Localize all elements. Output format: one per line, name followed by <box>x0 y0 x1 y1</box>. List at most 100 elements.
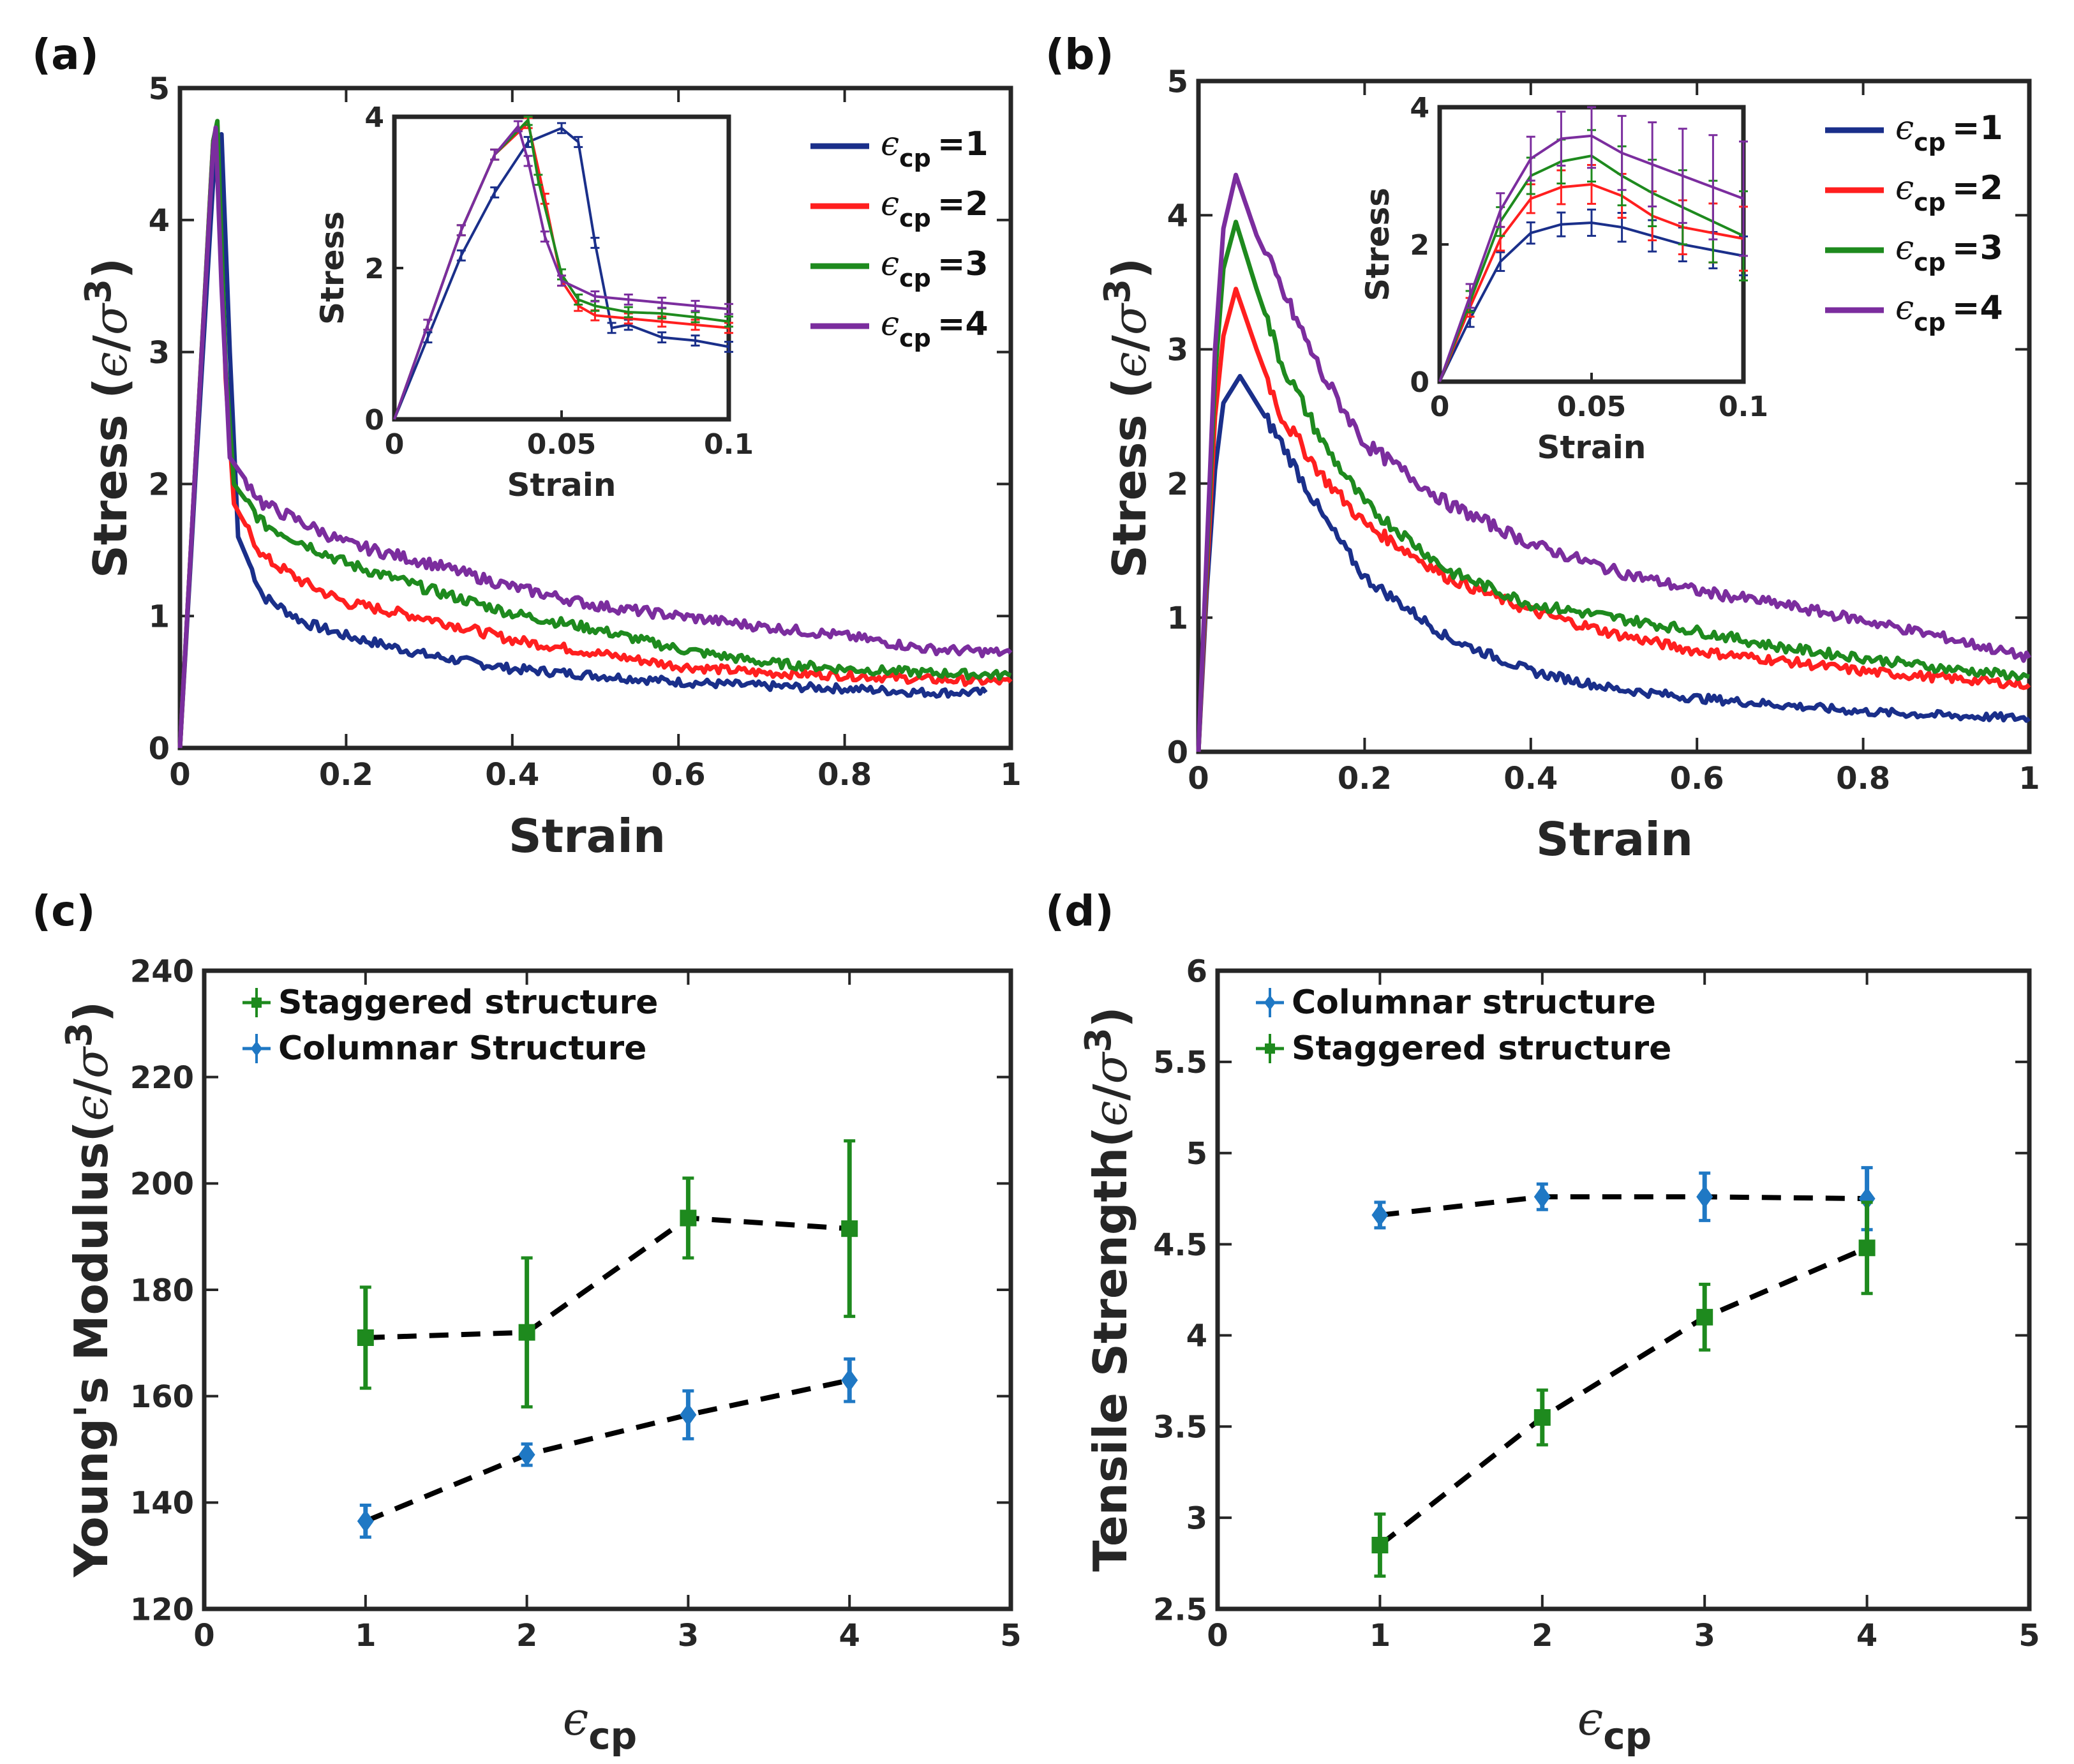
ylabel-stress: Stress <box>1103 415 1156 578</box>
legend-subscript: cp <box>1914 248 1946 276</box>
panel-a-inset-ytick-label: 2 <box>364 253 384 285</box>
panel-b-legend-label-2: ϵcp =2 <box>1895 169 2003 216</box>
panel-b-series-4 <box>1196 172 2032 752</box>
legend-value: 1 <box>965 125 988 163</box>
legend-subscript: cp <box>899 144 931 172</box>
panel-a-xtick-label: 0.2 <box>319 757 373 793</box>
panel-d-xtick-label: 1 <box>1369 1618 1391 1654</box>
panel-d-point-diamond <box>1533 1185 1551 1209</box>
panel-a-ytick-label: 0 <box>149 731 170 766</box>
legend-epsilon: ϵ <box>881 185 899 223</box>
panel-a-xtick-label: 0.8 <box>817 757 872 793</box>
panel-d-xlabel: ϵcp <box>1578 1692 1652 1758</box>
panel-a-legend-label-1: ϵcp =1 <box>881 125 989 172</box>
panel-b-xtick-label: 0.2 <box>1338 761 1392 796</box>
panel-b-ytick-label: 2 <box>1167 467 1188 502</box>
panel-b-ytick-label: 3 <box>1167 333 1188 368</box>
panel-a-series-2 <box>177 123 1013 749</box>
panel-c-ytick-label: 200 <box>130 1167 194 1202</box>
panel-c-point-square <box>841 1220 858 1237</box>
legend-equals: = <box>937 305 966 343</box>
panel-c-dashed-line-1 <box>365 1215 850 1340</box>
panel-c-dashed-line-2 <box>364 1377 851 1524</box>
legend-subscript: cp <box>899 264 931 292</box>
panel-c-ytick-label: 220 <box>130 1060 194 1096</box>
panel-d-label: (d) <box>1045 886 1114 936</box>
panel-a-inset-ytick-label: 0 <box>364 404 384 437</box>
panel-b-inset-ylabel: Stress <box>1359 188 1396 301</box>
panel-c-point-diamond <box>680 1403 697 1426</box>
panel-d-legend-label: Columnar structure <box>1292 983 1656 1022</box>
legend-subscript: cp <box>1914 188 1946 216</box>
panel-d-xtick-label: 3 <box>1694 1618 1715 1654</box>
legend-epsilon: ϵ <box>1895 109 1914 147</box>
panel-b-label: (b) <box>1045 30 1114 79</box>
panel-c-legend-label: Columnar Structure <box>278 1029 646 1068</box>
ylabel-stress: Stress <box>84 415 137 578</box>
legend-equals: = <box>1952 229 1980 267</box>
panel-a-xtick-label: 0.6 <box>652 757 706 793</box>
panel-c-legend-square <box>251 998 262 1008</box>
legend-value: 3 <box>1980 229 2003 267</box>
panel-d-xtick-label: 0 <box>1207 1618 1228 1654</box>
panel-b-xtick-label: 0.6 <box>1670 761 1724 796</box>
panel-a-ticks: 0 0.2 0.4 0.6 0.8 1 0 1 2 3 4 5 <box>149 71 1022 793</box>
panel-b-inset-xtick-label: 0.1 <box>1719 391 1768 423</box>
panel-a-ytick-label: 5 <box>149 71 170 107</box>
ylabel-paren: ( <box>1084 1126 1137 1147</box>
panel-a-xtick-label: 0 <box>169 757 190 793</box>
legend-value: 2 <box>1980 169 2003 207</box>
panel-b-inset-xtick-label: 0 <box>1430 391 1450 423</box>
panel-d-ytick-label: 4.5 <box>1153 1227 1207 1263</box>
panel-a-inset-xtick-label: 0 <box>385 428 405 461</box>
panel-d-series-group <box>1371 1166 1876 1578</box>
unit-sigma: σ <box>1084 1051 1137 1084</box>
panel-c-xtick-label: 5 <box>1000 1618 1021 1654</box>
unit-close: ) <box>1103 258 1156 279</box>
panel-d-point-square <box>1696 1308 1713 1326</box>
panel-a-series-1 <box>177 131 988 749</box>
panel-a-legend-label-4: ϵcp =4 <box>881 305 989 352</box>
legend-equals: = <box>1952 289 1980 327</box>
panel-b-xtick-label: 0 <box>1188 761 1209 796</box>
panel-a-label: (a) <box>32 30 99 79</box>
unit-exponent: 3 <box>1097 279 1138 304</box>
unit-exponent: 3 <box>59 1022 100 1047</box>
panel-c-point-diamond <box>841 1368 858 1392</box>
panel-d-point-diamond <box>1858 1187 1876 1211</box>
unit-sigma: σ <box>1103 303 1156 335</box>
panel-c-xtick-label: 0 <box>193 1618 214 1654</box>
panel-c-point-square <box>357 1329 374 1346</box>
panel-b-ytick-label: 1 <box>1167 601 1188 636</box>
panel-b-xtick-label: 1 <box>2018 761 2040 796</box>
panel-a-xtick-label: 0.4 <box>485 757 539 793</box>
legend-subscript: cp <box>1914 308 1946 336</box>
panel-d-xtick-label: 4 <box>1856 1618 1877 1654</box>
panel-b-inset-series-group <box>1438 106 1748 382</box>
unit-epsilon: ϵ <box>1103 352 1156 377</box>
panel-d-legend: Columnar structure Staggered structure <box>1256 983 1671 1068</box>
unit-slash: / <box>64 1078 118 1095</box>
unit-sigma: σ <box>84 303 137 335</box>
panel-d-point-diamond <box>1371 1203 1389 1227</box>
xlabel-subscript: cp <box>1603 1714 1652 1758</box>
panel-b-legend-label-3: ϵcp =3 <box>1895 229 2003 276</box>
panel-b-xtick-label: 0.4 <box>1503 761 1558 796</box>
panel-b-legend-label-1: ϵcp =1 <box>1895 109 2003 156</box>
legend-epsilon: ϵ <box>881 305 899 343</box>
panel-b-ylabel: Stress (ϵ/σ3) <box>1097 258 1156 578</box>
panel-d-legend-square <box>1265 1043 1275 1054</box>
panel-a-inset-ylabel: Stress <box>314 211 351 325</box>
panel-c-legend-diamond <box>251 1041 262 1056</box>
unit-exponent: 3 <box>1078 1028 1119 1052</box>
unit-sigma: σ <box>64 1046 118 1079</box>
ylabel-text: Tensile Strength <box>1084 1147 1137 1572</box>
panel-c-xtick-label: 1 <box>355 1618 376 1654</box>
panel-d-ytick-label: 2.5 <box>1153 1592 1207 1627</box>
panel-c-ytick-label: 240 <box>130 953 194 989</box>
panel-c-ytick-label: 120 <box>130 1592 194 1627</box>
panel-c-ticks: 0 1 2 3 4 5 120 140 160 180 200 220 240 <box>130 953 1022 1654</box>
panel-c-ytick-label: 160 <box>130 1379 194 1415</box>
panel-b-legend-label-4: ϵcp =4 <box>1895 289 2003 336</box>
